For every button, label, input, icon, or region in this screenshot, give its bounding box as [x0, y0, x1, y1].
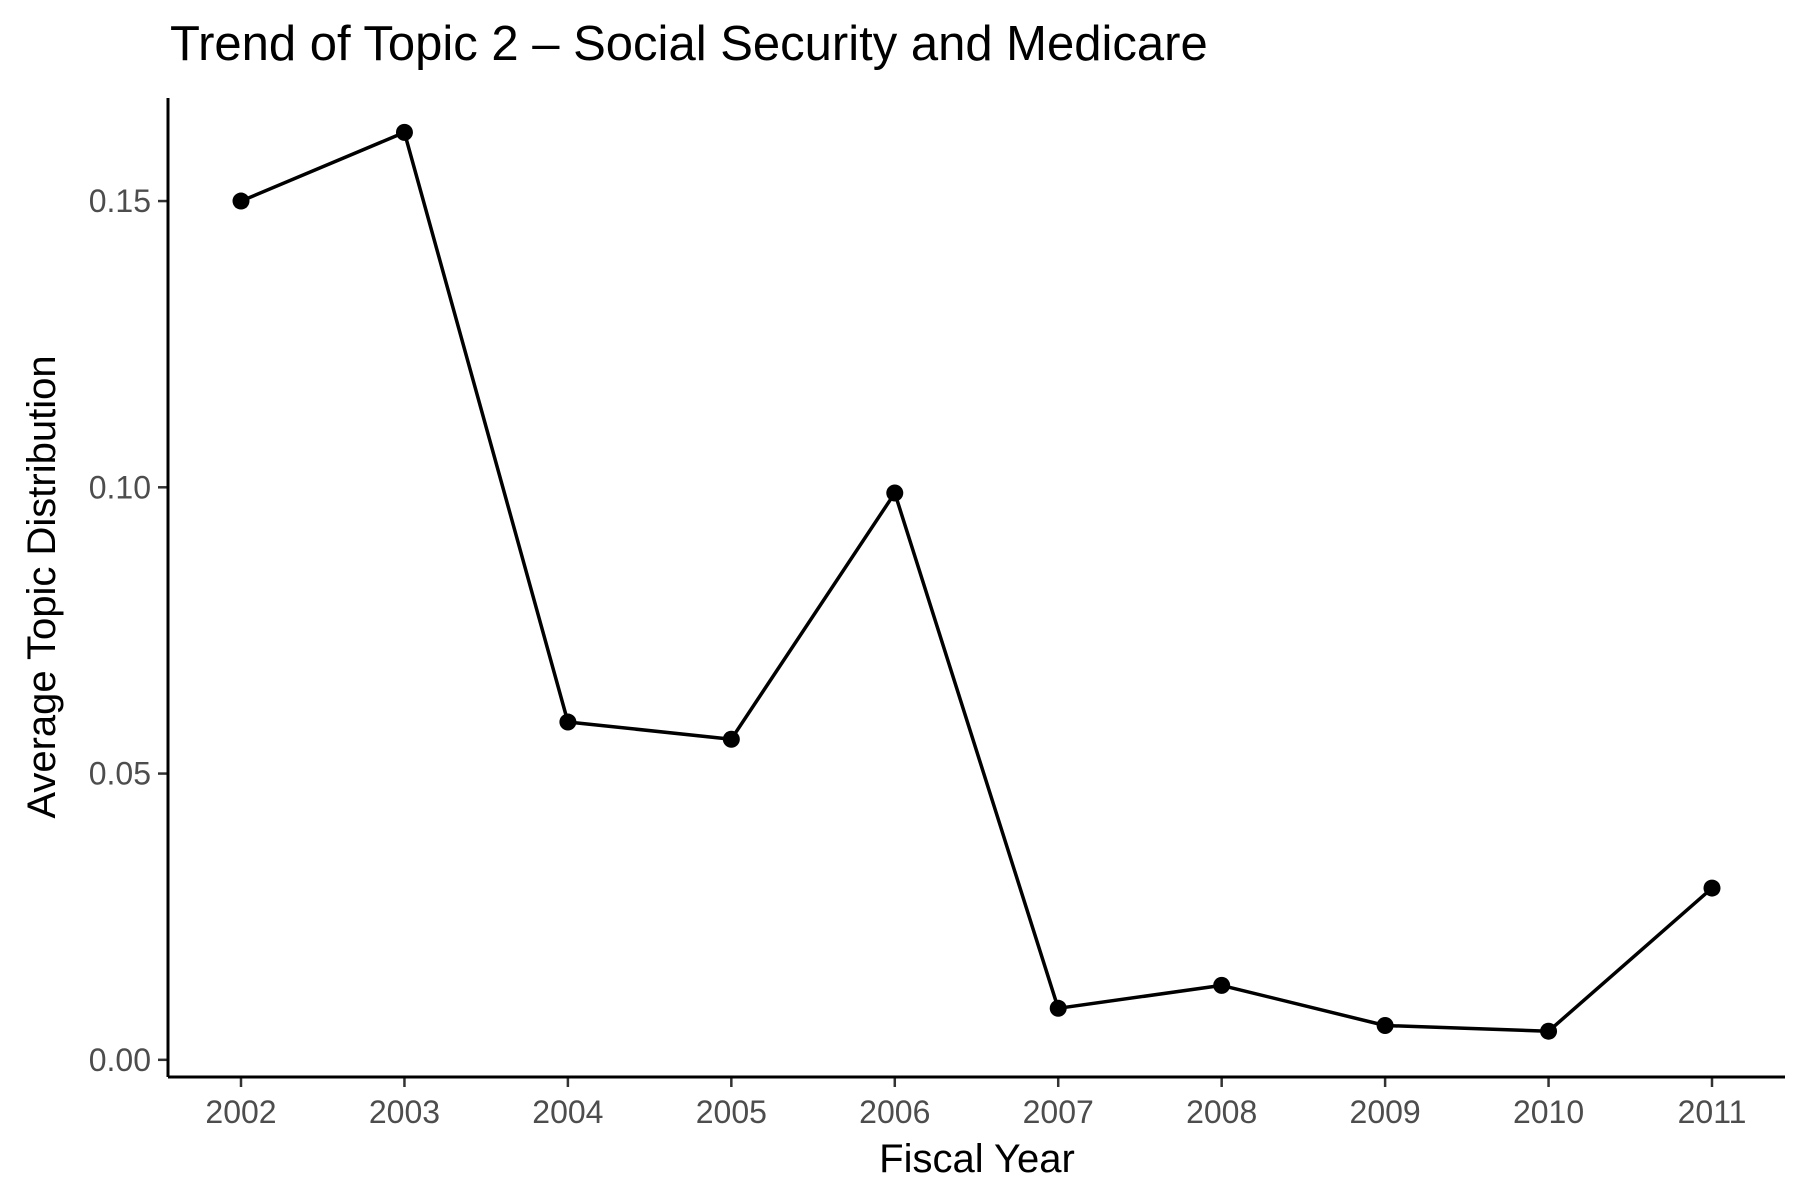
x-tick-label: 2002 — [205, 1094, 276, 1130]
data-point-2003 — [395, 123, 413, 141]
data-point-2008 — [1213, 976, 1231, 994]
data-point-2010 — [1540, 1022, 1558, 1040]
data-points — [232, 123, 1721, 1040]
y-tick-label: 0.05 — [89, 756, 151, 792]
x-tick-label: 2009 — [1350, 1094, 1421, 1130]
x-tick-label: 2007 — [1023, 1094, 1094, 1130]
data-point-2011 — [1703, 879, 1721, 897]
x-tick-label: 2011 — [1678, 1094, 1747, 1130]
data-point-2009 — [1376, 1016, 1394, 1034]
x-tick-label: 2006 — [859, 1094, 930, 1130]
x-tick-label: 2004 — [532, 1094, 603, 1130]
y-axis-ticks: 0.00 0.05 0.10 0.15 — [89, 183, 168, 1078]
data-point-2005 — [722, 730, 740, 748]
x-tick-label: 2005 — [696, 1094, 767, 1130]
y-tick-label: 0.15 — [89, 183, 151, 219]
series-line — [240, 130, 1714, 1033]
x-tick-label: 2008 — [1186, 1094, 1257, 1130]
y-axis-title: Average Topic Distribution — [20, 355, 64, 818]
data-point-2006 — [886, 484, 904, 502]
data-point-2004 — [559, 713, 577, 731]
y-tick-label: 0.10 — [89, 469, 151, 505]
data-point-2002 — [232, 192, 250, 210]
y-tick-label: 0.00 — [89, 1042, 151, 1078]
chart-title: Trend of Topic 2 – Social Security and M… — [170, 17, 1208, 71]
x-tick-label: 2003 — [369, 1094, 440, 1130]
data-point-2007 — [1049, 999, 1067, 1017]
x-tick-label: 2010 — [1513, 1094, 1584, 1130]
x-axis-title: Fiscal Year — [879, 1137, 1075, 1181]
x-axis-ticks: 2002 2003 2004 2005 2006 2007 2008 2009 2010 2011 — [205, 1077, 1746, 1130]
